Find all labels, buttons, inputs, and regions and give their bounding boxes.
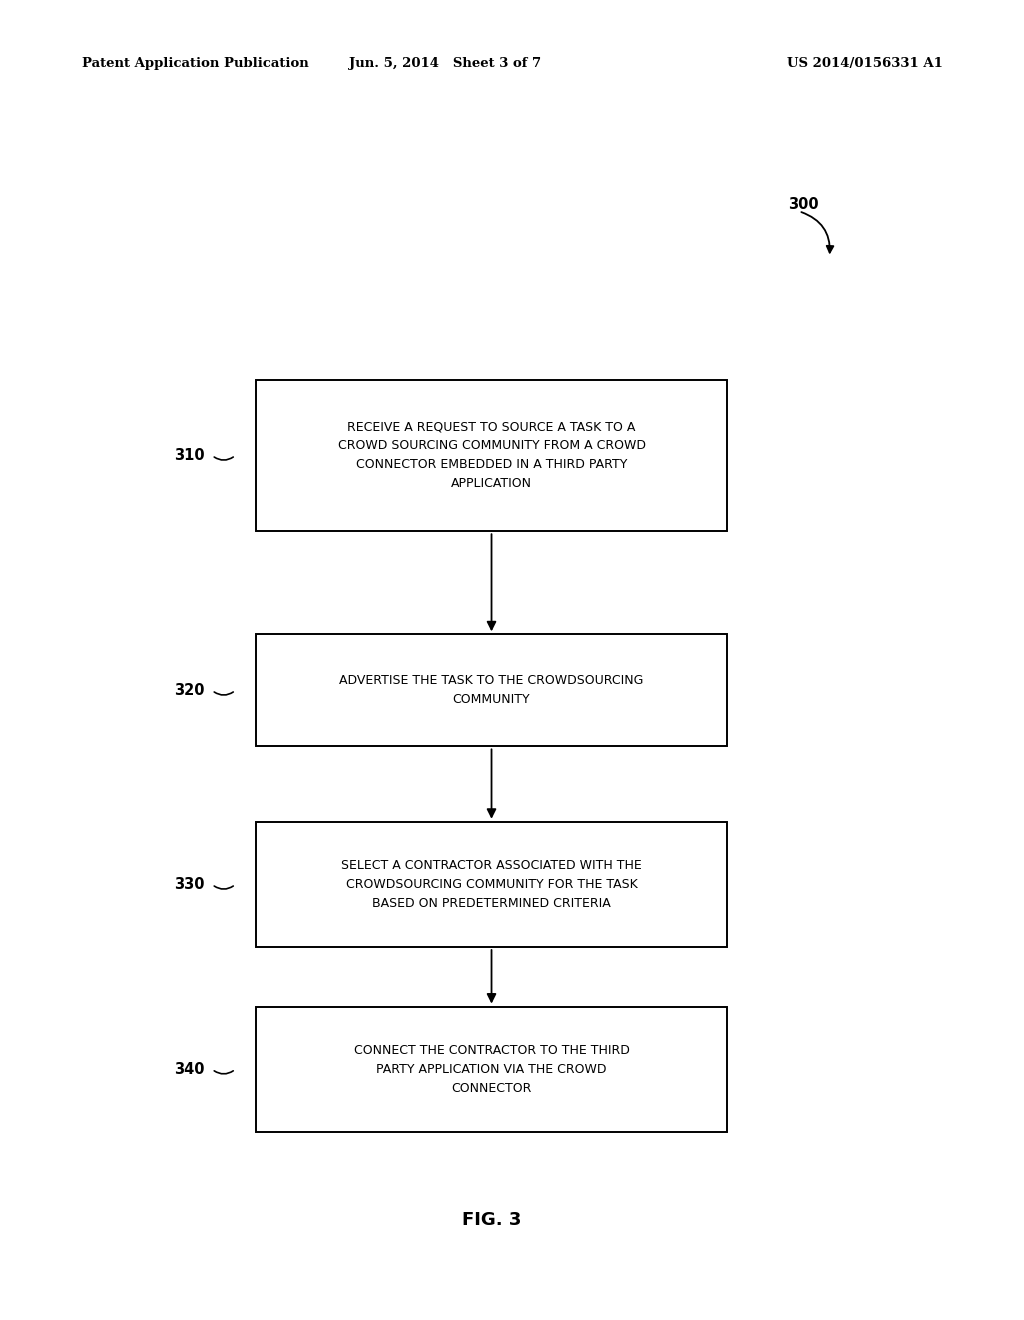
Text: 310: 310 (174, 447, 205, 463)
Bar (256, 821, 727, 948)
Text: 320: 320 (174, 682, 205, 698)
Text: 340: 340 (174, 1061, 205, 1077)
Text: 300: 300 (788, 197, 819, 213)
Text: CONNECT THE CONTRACTOR TO THE THIRD
PARTY APPLICATION VIA THE CROWD
CONNECTOR: CONNECT THE CONTRACTOR TO THE THIRD PART… (353, 1044, 630, 1094)
Bar (256, 1006, 727, 1131)
Bar (256, 380, 727, 531)
Text: SELECT A CONTRACTOR ASSOCIATED WITH THE
CROWDSOURCING COMMUNITY FOR THE TASK
BAS: SELECT A CONTRACTOR ASSOCIATED WITH THE … (341, 859, 642, 909)
Text: FIG. 3: FIG. 3 (462, 1210, 521, 1229)
Text: ADVERTISE THE TASK TO THE CROWDSOURCING
COMMUNITY: ADVERTISE THE TASK TO THE CROWDSOURCING … (339, 675, 644, 706)
Bar (256, 635, 727, 747)
Text: Patent Application Publication: Patent Application Publication (82, 57, 308, 70)
Text: US 2014/0156331 A1: US 2014/0156331 A1 (787, 57, 943, 70)
Text: 330: 330 (174, 876, 205, 892)
Text: Jun. 5, 2014   Sheet 3 of 7: Jun. 5, 2014 Sheet 3 of 7 (349, 57, 542, 70)
Text: RECEIVE A REQUEST TO SOURCE A TASK TO A
CROWD SOURCING COMMUNITY FROM A CROWD
CO: RECEIVE A REQUEST TO SOURCE A TASK TO A … (338, 420, 645, 491)
